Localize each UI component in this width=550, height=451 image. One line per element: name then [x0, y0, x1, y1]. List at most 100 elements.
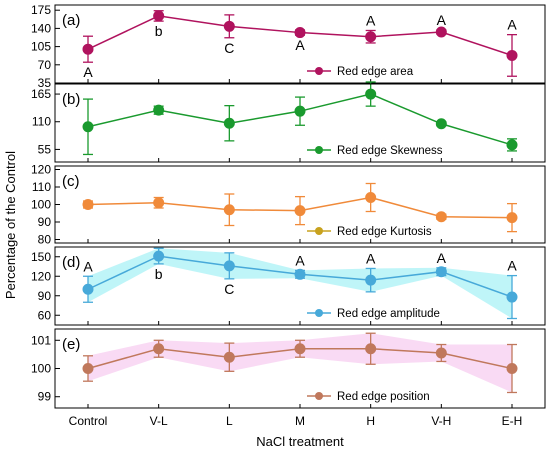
data-point: [294, 343, 306, 355]
panel-frame: [54, 246, 546, 326]
x-tick-labels: Control V-L L M H V-H E-H: [69, 414, 523, 428]
panel: 55 110 165 (b) Red edge Skewness: [31, 81, 546, 163]
panel-label: (d): [62, 254, 80, 271]
x-tick-label: Control: [69, 414, 108, 428]
y-tick-label: 105: [31, 40, 51, 54]
significance-letter: A: [366, 12, 376, 28]
x-tick-label: V-L: [150, 414, 168, 428]
legend-marker: [315, 309, 323, 317]
data-point: [223, 351, 235, 363]
significance-letter: A: [295, 252, 305, 268]
data-point: [153, 10, 165, 22]
legend-label: Red edge Kurtosis: [337, 226, 432, 238]
x-tick-label: E-H: [502, 414, 523, 428]
error-band: [88, 333, 512, 393]
error-band: [88, 248, 512, 319]
data-point: [506, 291, 518, 303]
legend-marker: [315, 67, 323, 75]
significance-letter: C: [224, 40, 234, 56]
data-point: [365, 274, 377, 286]
y-tick-label: 90: [38, 289, 52, 303]
x-axis-title: NaCl treatment: [256, 434, 344, 449]
significance-letter: A: [83, 64, 93, 80]
panel-frame: [54, 165, 546, 244]
panels: 35 70 105 140 175 Ab C A A A A (a) Red edge area 55 11…: [31, 3, 546, 409]
legend-label: Red edge Skewness: [337, 145, 443, 157]
data-point: [435, 118, 447, 130]
data-point: [294, 205, 306, 217]
data-point: [435, 26, 447, 38]
y-tick-label: 80: [38, 233, 52, 247]
x-tick-label: L: [226, 414, 233, 428]
y-tick-label: 120: [31, 163, 51, 177]
data-point: [294, 105, 306, 117]
significance-letter: A: [437, 12, 447, 28]
data-point: [153, 343, 165, 355]
significance-letter: A: [83, 258, 93, 274]
panel-frame: [54, 328, 546, 409]
data-point: [223, 20, 235, 32]
significance-letter: A: [507, 17, 517, 33]
y-tick-label: 35: [38, 76, 52, 90]
data-point: [506, 49, 518, 61]
significance-letter: b: [155, 266, 163, 282]
panel-frame: [54, 4, 546, 84]
data-point: [82, 283, 94, 295]
data-point: [294, 268, 306, 280]
data-point: [365, 88, 377, 100]
y-tick-label: 99: [38, 390, 52, 404]
data-point: [223, 117, 235, 129]
legend-label: Red edge amplitude: [337, 308, 440, 320]
data-point: [506, 212, 518, 224]
data-point: [365, 192, 377, 203]
x-tick-label: H: [366, 414, 375, 428]
panel: 99 100 101 (e) Red edge position: [31, 328, 546, 409]
panel-frame: [54, 83, 546, 163]
panel: 35 70 105 140 175 Ab C A A A A (a) Red edge area: [31, 3, 546, 90]
y-tick-label: 150: [31, 250, 51, 264]
y-axis-title: Percentage of the Control: [3, 151, 18, 299]
legend-label: Red edge position: [337, 391, 430, 403]
significance-letter: A: [437, 250, 447, 266]
y-tick-label: 90: [38, 215, 52, 229]
data-point: [82, 199, 94, 210]
data-point: [82, 121, 94, 133]
y-tick-label: 101: [31, 333, 51, 347]
panel-label: (c): [62, 173, 80, 190]
panel-label: (e): [62, 336, 80, 353]
y-tick-label: 175: [31, 3, 51, 17]
data-point: [435, 211, 447, 223]
x-tick-label: M: [295, 414, 305, 428]
x-tick-label: V-H: [431, 414, 451, 428]
panel-label: (b): [62, 91, 80, 108]
y-tick-label: 60: [38, 308, 52, 322]
significance-letter: b: [155, 23, 163, 39]
legend-label: Red edge area: [337, 66, 414, 78]
data-point: [435, 266, 447, 278]
panel-label: (a): [62, 12, 80, 29]
y-tick-label: 100: [31, 198, 51, 212]
y-tick-label: 110: [32, 115, 51, 129]
data-point: [82, 43, 94, 55]
data-point: [294, 27, 306, 39]
y-tick-label: 110: [32, 180, 51, 194]
y-tick-label: 55: [38, 142, 52, 156]
legend-marker: [315, 392, 323, 400]
significance-letter: A: [366, 250, 376, 266]
legend-marker: [315, 146, 323, 154]
data-point: [153, 197, 165, 209]
data-point: [435, 347, 447, 359]
significance-letter: C: [224, 281, 234, 297]
significance-letter: A: [507, 258, 517, 274]
data-point: [153, 104, 165, 116]
data-point: [365, 343, 377, 355]
panel: 80 90 100 110 120 (c) Red edge Kurtosis: [31, 163, 546, 247]
data-point: [153, 250, 165, 262]
y-tick-label: 140: [31, 21, 51, 35]
y-tick-label: 100: [31, 362, 51, 376]
y-tick-label: 120: [31, 269, 51, 283]
data-point: [506, 139, 518, 151]
legend-marker: [315, 227, 323, 235]
data-point: [365, 31, 377, 43]
